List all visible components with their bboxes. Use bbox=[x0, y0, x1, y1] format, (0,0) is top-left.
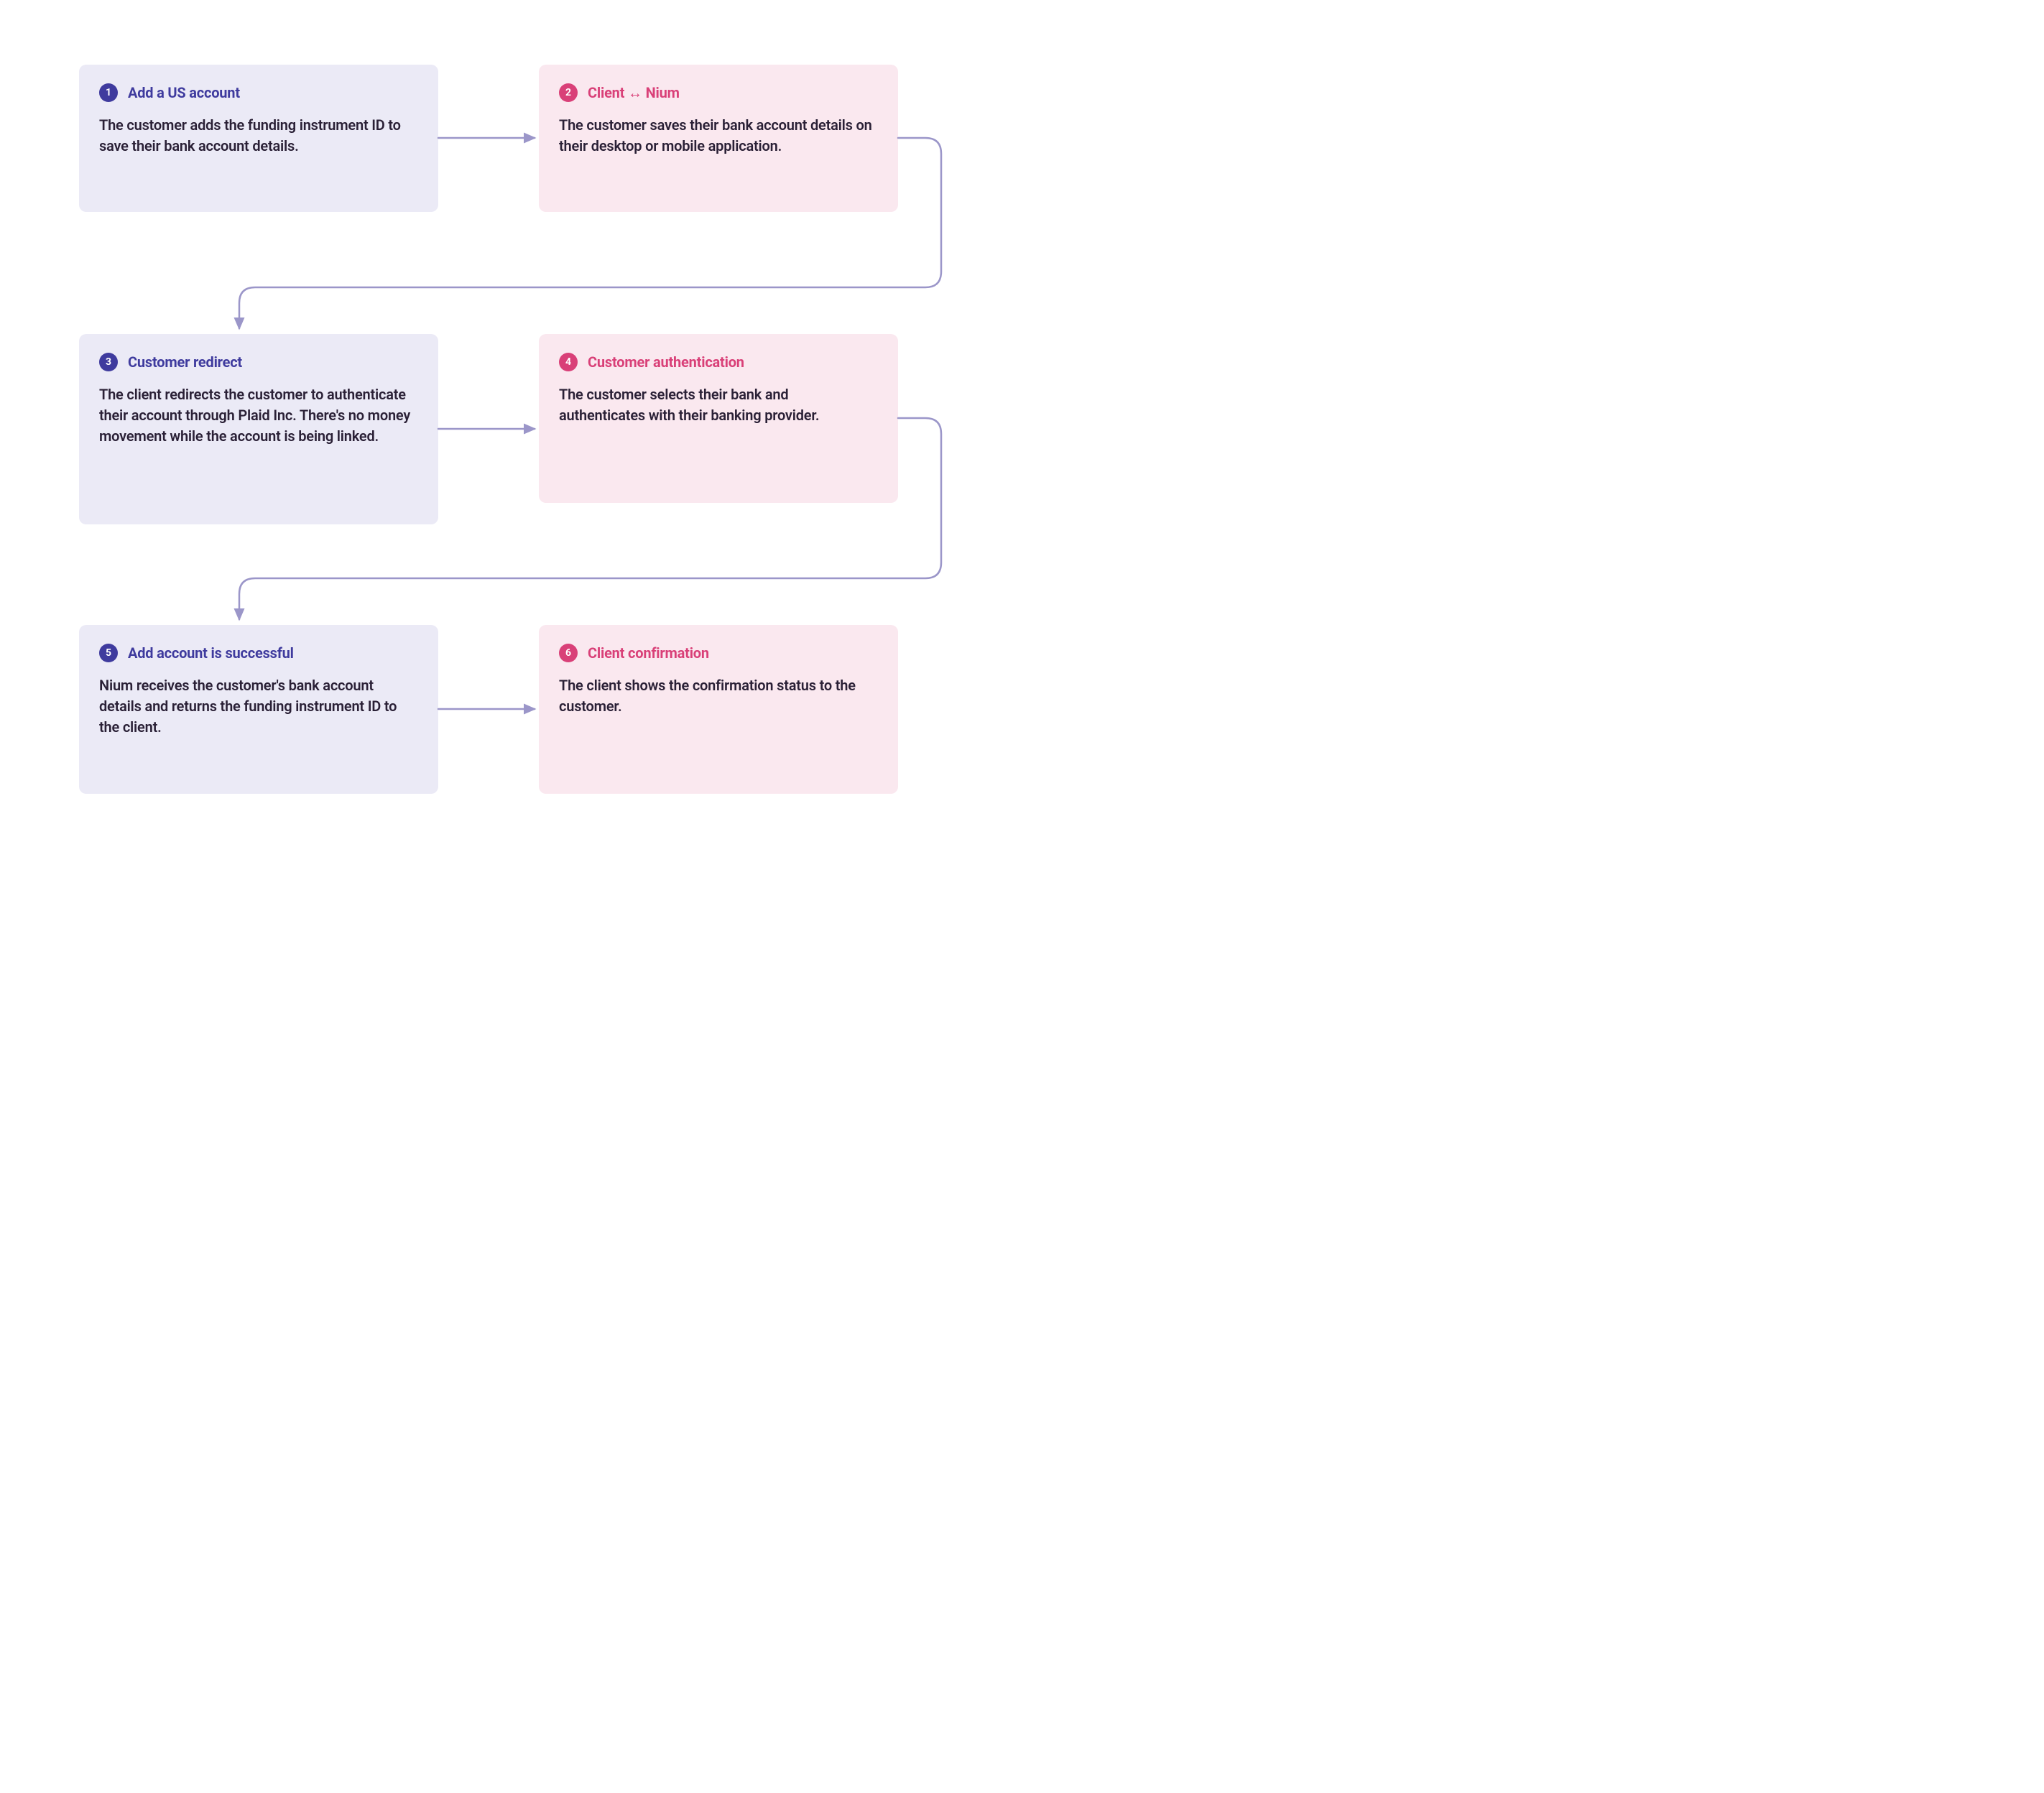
flowchart-canvas: 1Add a US accountThe customer adds the f… bbox=[0, 0, 1022, 896]
connector-arrow bbox=[239, 138, 941, 328]
arrows-layer bbox=[0, 0, 1022, 896]
connector-arrow bbox=[239, 418, 941, 619]
